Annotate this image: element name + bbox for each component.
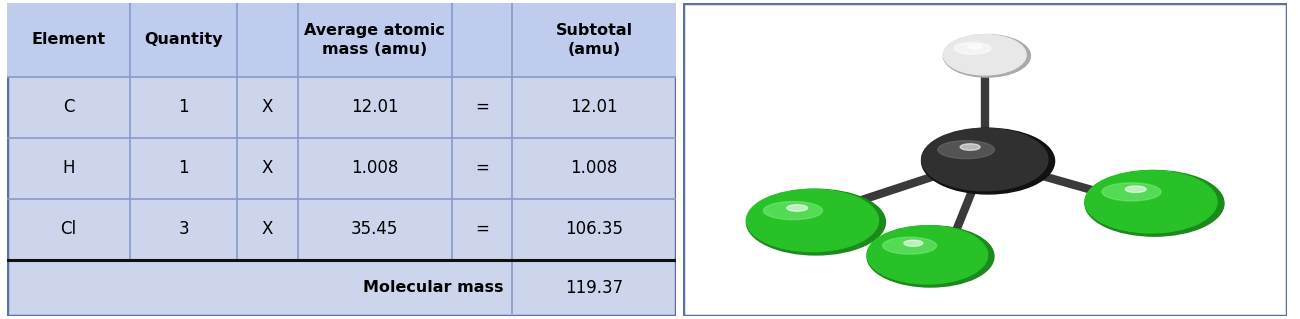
Text: H: H <box>62 159 74 177</box>
Text: X: X <box>261 159 273 177</box>
Text: 1: 1 <box>178 98 190 116</box>
FancyBboxPatch shape <box>6 3 676 316</box>
Ellipse shape <box>961 144 980 150</box>
Ellipse shape <box>1086 171 1225 236</box>
Text: 1.008: 1.008 <box>351 159 398 177</box>
Text: Molecular mass: Molecular mass <box>364 280 504 295</box>
Ellipse shape <box>867 226 994 287</box>
Text: X: X <box>261 98 273 116</box>
Text: Element: Element <box>31 33 105 48</box>
FancyBboxPatch shape <box>682 3 1287 316</box>
Ellipse shape <box>944 34 1026 75</box>
Text: 1.008: 1.008 <box>571 159 618 177</box>
Text: Cl: Cl <box>60 220 77 238</box>
Ellipse shape <box>867 226 988 284</box>
FancyBboxPatch shape <box>451 3 512 77</box>
Text: =: = <box>474 98 489 116</box>
FancyBboxPatch shape <box>6 3 130 77</box>
Text: Subtotal
(amu): Subtotal (amu) <box>555 23 633 57</box>
Text: 12.01: 12.01 <box>351 98 399 116</box>
Ellipse shape <box>763 202 823 220</box>
Text: 106.35: 106.35 <box>566 220 623 238</box>
FancyBboxPatch shape <box>238 3 298 77</box>
Ellipse shape <box>922 128 1054 194</box>
Ellipse shape <box>1086 171 1217 233</box>
Text: Average atomic
mass (amu): Average atomic mass (amu) <box>304 23 445 57</box>
Text: X: X <box>261 220 273 238</box>
Ellipse shape <box>1126 186 1147 192</box>
Ellipse shape <box>922 128 1048 191</box>
Ellipse shape <box>746 189 879 252</box>
FancyBboxPatch shape <box>298 3 451 77</box>
Text: 119.37: 119.37 <box>566 279 623 297</box>
FancyBboxPatch shape <box>130 3 238 77</box>
Text: 12.01: 12.01 <box>571 98 618 116</box>
Ellipse shape <box>883 237 936 254</box>
Text: =: = <box>474 159 489 177</box>
Text: 1: 1 <box>178 159 190 177</box>
Ellipse shape <box>786 205 807 211</box>
Text: Quantity: Quantity <box>144 33 224 48</box>
Ellipse shape <box>746 189 885 255</box>
Text: 3: 3 <box>178 220 190 238</box>
Ellipse shape <box>954 42 991 54</box>
Ellipse shape <box>903 240 923 246</box>
FancyBboxPatch shape <box>512 3 676 77</box>
Ellipse shape <box>937 141 994 159</box>
Text: =: = <box>474 220 489 238</box>
Ellipse shape <box>944 34 1031 77</box>
Ellipse shape <box>968 45 982 49</box>
Ellipse shape <box>1102 183 1161 201</box>
Text: C: C <box>62 98 74 116</box>
Text: 35.45: 35.45 <box>351 220 398 238</box>
